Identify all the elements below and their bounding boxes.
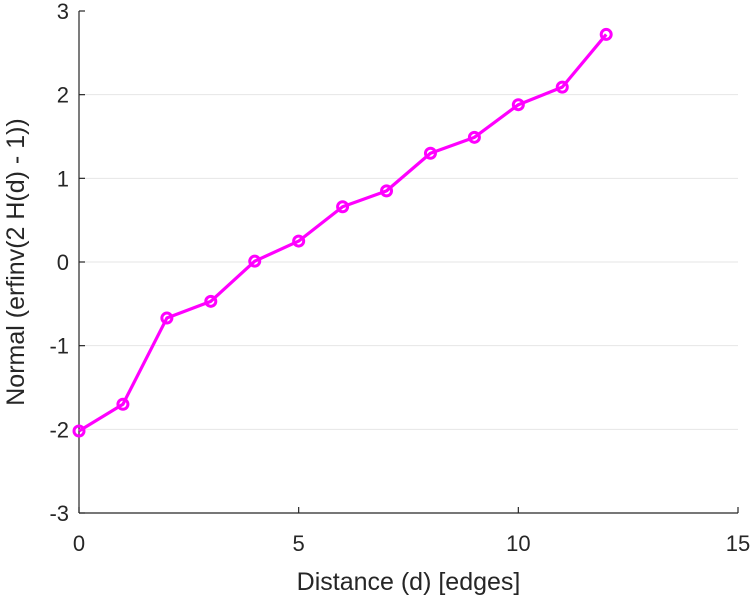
data-point — [467, 130, 481, 144]
y-tick-label: -2 — [49, 417, 69, 442]
data-point — [555, 80, 569, 94]
x-tick-label: 0 — [73, 531, 85, 556]
y-tick-label: 1 — [57, 166, 69, 191]
data-point — [248, 254, 262, 268]
data-point — [511, 98, 525, 112]
data-point — [599, 27, 613, 41]
data-point — [423, 146, 437, 160]
y-axis-label: Normal (erfinv(2 H(d) - 1)) — [2, 118, 30, 406]
data-point — [116, 397, 130, 411]
x-tick-label: 5 — [293, 531, 305, 556]
tick-labels: -3 -2 -1 0 1 2 3 0 5 10 15 — [49, 0, 750, 556]
y-tick-label: 0 — [57, 250, 69, 275]
data-point — [160, 311, 174, 325]
data-point — [292, 234, 306, 248]
x-axis-label: Distance (d) [edges] — [297, 568, 521, 596]
grid — [79, 94, 738, 430]
x-tick-label: 10 — [506, 531, 530, 556]
y-tick-label: 2 — [57, 83, 69, 108]
data-point — [204, 294, 218, 308]
y-tick-label: 3 — [57, 0, 69, 24]
data-point — [380, 184, 394, 198]
series — [72, 27, 613, 438]
y-tick-label: -1 — [49, 334, 69, 359]
data-point — [336, 200, 350, 214]
series-line — [78, 33, 608, 433]
y-tick-label: -3 — [49, 501, 69, 526]
x-tick-label: 15 — [726, 531, 750, 556]
data-point — [72, 424, 86, 438]
